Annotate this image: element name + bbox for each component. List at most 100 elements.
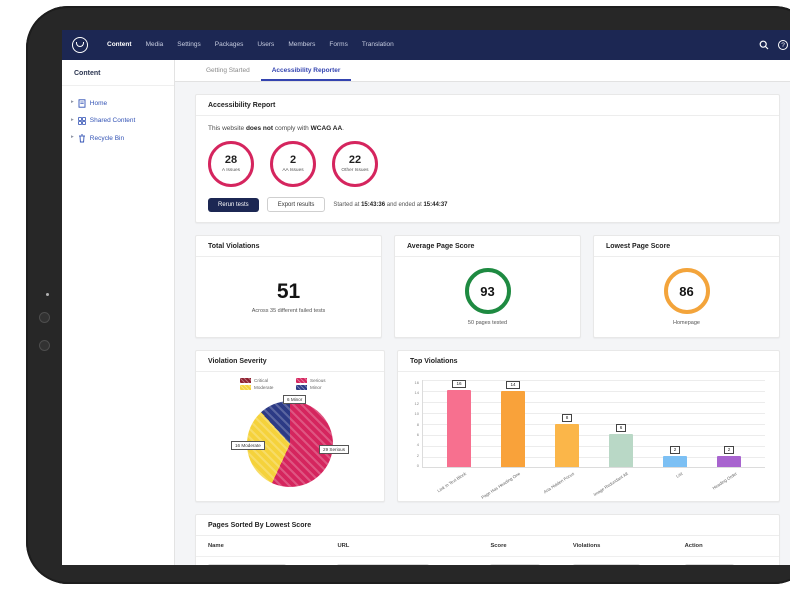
other-issues-badge: 22 Other Issues [332,141,378,187]
chevron-right-icon[interactable]: ▸ [71,116,74,123]
chevron-right-icon[interactable]: ▸ [71,134,74,141]
chevron-right-icon[interactable]: ▸ [71,99,74,106]
umbraco-logo-icon [72,37,88,53]
legend-swatch [240,378,251,383]
nav-item-settings[interactable]: Settings [177,41,201,48]
rerun-tests-button[interactable]: Rerun tests [208,197,259,212]
table-header-row: Name URL Score Violations Action [196,536,779,557]
main-panel: Getting Started Accessibility Reporter A… [175,60,790,565]
nav-item-translation[interactable]: Translation [361,41,394,48]
average-page-score-card: Average Page Score 93 50 pages tested [394,235,581,338]
bar-value-label: 8 [561,413,573,422]
sidebar-title: Content [62,60,174,86]
stat-subtitle: Across 35 different failed tests [251,307,326,314]
bar [717,456,741,467]
a-issues-badge: 28 A Issues [208,141,254,187]
aa-issues-badge: 2 AA Issues [270,141,316,187]
row-placeholder [572,564,640,565]
bar-value-label: 6 [615,424,627,433]
table-row [196,557,779,565]
device-button [39,312,50,323]
legend-serious: Serious [296,378,340,383]
col-score: Score [490,543,507,549]
camera-dot [46,293,49,296]
legend-swatch [296,385,307,390]
total-violations-card: Total Violations 51 Across 35 different … [195,235,382,338]
severity-pie-chart: 6 Minor 16 Moderate 29 Serious [231,393,349,493]
tab-bar: Getting Started Accessibility Reporter [175,60,790,82]
y-axis: 16 14 12 10 8 6 4 2 0 [414,380,419,468]
row-placeholder [337,564,430,565]
help-icon[interactable]: ? [778,40,788,50]
legend-critical: Critical [240,378,284,383]
issue-label: A Issues [221,168,241,173]
issue-label: Other Issues [341,168,369,173]
nav-item-media[interactable]: Media [145,41,164,48]
sidebar-item-label: Shared Content [89,117,136,124]
trash-icon [78,133,86,143]
legend-swatch [296,378,307,383]
violation-severity-card: Violation Severity Critical Serious Mode… [195,350,385,502]
dashboard-content: Accessibility Report This website does n… [175,82,790,565]
sidebar-item-shared-content[interactable]: ▸ Shared Content [62,112,174,129]
bar [609,434,633,467]
sidebar-item-label: Home [89,99,108,107]
card-title: Violation Severity [196,351,384,372]
top-navbar: Content Media Settings Packages Users Me… [62,30,790,60]
bar [501,390,525,467]
sidebar-item-recycle-bin[interactable]: ▸ Recycle Bin [62,129,174,147]
card-title: Accessibility Report [196,95,779,116]
nav-item-users[interactable]: Users [257,41,275,48]
bar [447,390,471,467]
tab-getting-started[interactable]: Getting Started [206,67,250,74]
search-icon[interactable] [759,40,769,50]
stat-subtitle: Homepage [673,320,700,326]
run-timestamps: Started at 15:43:36 and ended at 15:44:3… [333,201,448,208]
nav-item-content[interactable]: Content [107,41,132,48]
severity-pie [247,401,333,487]
bar-value-label: 2 [723,446,735,455]
col-name: Name [208,543,224,549]
legend-swatch [240,385,251,390]
stat-subtitle: 50 pages tested [467,320,508,326]
pie-callout-minor: 6 Minor [283,395,307,404]
tab-accessibility-reporter[interactable]: Accessibility Reporter [260,60,352,81]
bar [555,423,579,467]
bar-value-label: 2 [669,446,681,455]
legend-moderate: Moderate [240,385,284,390]
content-tree: ▸ Home ▸ Shared Content ▸ [62,86,174,155]
issue-count: 2 [289,154,297,166]
shared-grid-icon [77,116,86,125]
nav-item-forms[interactable]: Forms [329,41,348,48]
issue-count: 28 [224,154,238,166]
navbar-actions: ? [759,40,788,50]
pie-callout-moderate: 16 Moderate [231,441,265,450]
issue-summary: 28 A Issues 2 AA Issues 22 Other Issues [208,141,767,187]
sidebar-item-home[interactable]: ▸ Home [62,94,174,112]
score-ring: 86 [663,268,710,314]
row-placeholder [490,564,540,565]
section-menu: Content Media Settings Packages Users Me… [100,30,401,60]
col-action: Action [684,543,703,549]
lowest-page-score-card: Lowest Page Score 86 Homepage [593,235,780,338]
col-url: URL [337,543,350,549]
app-screen: Content Media Settings Packages Users Me… [62,30,790,565]
sidebar-item-label: Recycle Bin [89,134,125,142]
compliance-statement: This website does not comply with WCAG A… [208,125,344,132]
plot-area: 16 14 8 6 2 2 [422,380,765,468]
document-icon [78,98,86,108]
legend-minor: Minor [296,385,340,390]
nav-item-members[interactable]: Members [288,41,316,48]
score-ring: 93 [464,268,511,314]
nav-item-packages[interactable]: Packages [214,41,244,48]
card-title: Top Violations [398,351,779,372]
device-button [39,340,50,351]
content-tree-sidebar: Content ▸ Home ▸ Shared Content [62,60,175,565]
pages-sorted-card: Pages Sorted By Lowest Score Name URL Sc… [195,514,780,565]
export-results-button[interactable]: Export results [266,197,326,212]
card-title: Total Violations [196,236,381,257]
bar-value-label: 16 [452,380,466,388]
top-violations-card: Top Violations 16 14 12 10 8 6 4 2 0 16 14 [397,350,780,502]
bar-value-label: 14 [506,380,520,389]
bar-chart: 16 14 12 10 8 6 4 2 0 16 14 8 6 2 2 [398,372,779,500]
